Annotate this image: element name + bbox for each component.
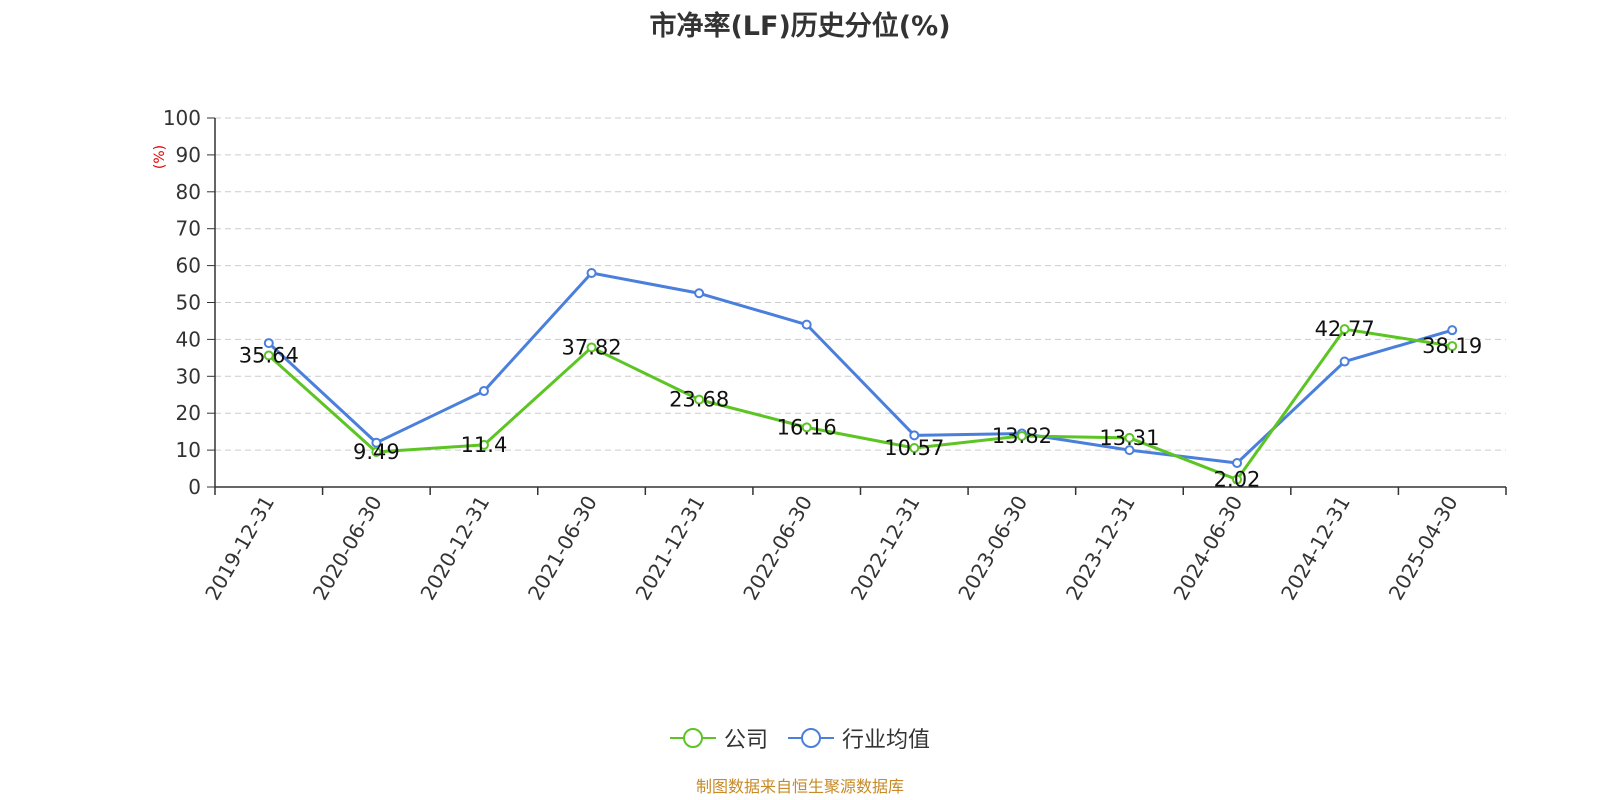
x-tick-label: 2022-06-30 bbox=[738, 492, 817, 605]
y-tick-label: 100 bbox=[163, 106, 201, 130]
data-point-0 bbox=[1339, 324, 1350, 335]
data-label: 42.77 bbox=[1315, 317, 1375, 341]
data-point-1 bbox=[1447, 325, 1458, 336]
series-line-1 bbox=[267, 271, 1453, 465]
x-tick-label: 2024-12-31 bbox=[1276, 492, 1355, 605]
data-point-1 bbox=[371, 437, 382, 448]
x-tick-label: 2019-12-31 bbox=[200, 492, 279, 605]
data-point-1 bbox=[1124, 445, 1135, 456]
data-point-1 bbox=[1339, 356, 1350, 367]
y-tick-label: 80 bbox=[176, 180, 201, 204]
data-label: 16.16 bbox=[777, 415, 837, 439]
data-label: 10.57 bbox=[884, 436, 944, 460]
legend-swatch-industry-average bbox=[788, 728, 834, 748]
data-point-1 bbox=[909, 430, 920, 441]
data-point-0 bbox=[1447, 341, 1458, 352]
data-point-0 bbox=[694, 394, 705, 405]
data-source-note: 制图数据来自恒生聚源数据库 bbox=[695, 777, 904, 796]
data-point-0 bbox=[586, 342, 597, 353]
y-tick-label: 20 bbox=[176, 401, 201, 425]
data-point-1 bbox=[694, 288, 705, 299]
data-point-0 bbox=[263, 350, 274, 361]
data-label: 35.64 bbox=[239, 343, 299, 367]
legend: 公司 行业均值 bbox=[0, 722, 1600, 754]
x-tick-label: 2020-06-30 bbox=[308, 492, 387, 605]
data-point-0 bbox=[1232, 474, 1243, 485]
data-label: 9.49 bbox=[353, 440, 400, 464]
y-tick-label: 30 bbox=[176, 364, 201, 388]
data-point-0 bbox=[478, 439, 489, 450]
data-point-0 bbox=[1124, 432, 1135, 443]
chart-title: 市净率(LF)历史分位(%) bbox=[649, 11, 951, 42]
legend-label-company: 公司 bbox=[723, 728, 768, 753]
x-tick-label: 2023-12-31 bbox=[1061, 492, 1140, 605]
y-tick-label: 70 bbox=[176, 217, 201, 241]
data-labels: 35.64 9.49 11.4 37.82 23.68 16.16 10.57 13.82 13… bbox=[239, 317, 1483, 491]
data-label: 13.82 bbox=[992, 424, 1052, 448]
y-tick-label: 40 bbox=[176, 327, 201, 351]
series-line-0 bbox=[267, 327, 1453, 482]
y-tick-label: 50 bbox=[176, 291, 201, 315]
x-tick-label: 2020-12-31 bbox=[415, 492, 494, 605]
x-tick-label: 2024-06-30 bbox=[1168, 492, 1247, 605]
data-label: 23.68 bbox=[669, 388, 729, 412]
series-layer bbox=[263, 267, 1458, 485]
data-point-0 bbox=[1016, 431, 1027, 442]
y-tick-label: 90 bbox=[176, 143, 201, 167]
legend-swatch-company bbox=[669, 728, 716, 748]
data-point-1 bbox=[263, 338, 274, 349]
data-label: 2.02 bbox=[1214, 468, 1261, 492]
data-point-0 bbox=[371, 446, 382, 457]
gridlines bbox=[215, 117, 1506, 451]
legend-item-company[interactable]: 公司 bbox=[669, 722, 768, 754]
data-label: 37.82 bbox=[561, 335, 621, 359]
data-point-1 bbox=[1232, 458, 1243, 469]
data-point-1 bbox=[586, 267, 597, 278]
legend-label-industry-average: 行业均值 bbox=[842, 728, 931, 753]
y-tick-label: 10 bbox=[176, 438, 201, 462]
data-label: 13.31 bbox=[1099, 426, 1159, 450]
x-tick-label: 2021-06-30 bbox=[523, 492, 602, 605]
data-label: 38.19 bbox=[1422, 334, 1482, 358]
x-tick-label: 2025-04-30 bbox=[1384, 492, 1463, 605]
data-point-0 bbox=[801, 422, 812, 433]
x-tick-label: 2022-12-31 bbox=[846, 492, 925, 605]
y-tick-label: 60 bbox=[176, 254, 201, 278]
legend-item-industry-average[interactable]: 行业均值 bbox=[788, 722, 930, 754]
x-tick-label: 2021-12-31 bbox=[631, 492, 710, 605]
y-tick-label: 0 bbox=[188, 475, 201, 499]
data-point-1 bbox=[801, 319, 812, 330]
data-point-1 bbox=[478, 386, 489, 397]
x-tick-label: 2023-06-30 bbox=[953, 492, 1032, 605]
data-label: 11.4 bbox=[461, 433, 508, 457]
data-point-0 bbox=[909, 442, 920, 453]
